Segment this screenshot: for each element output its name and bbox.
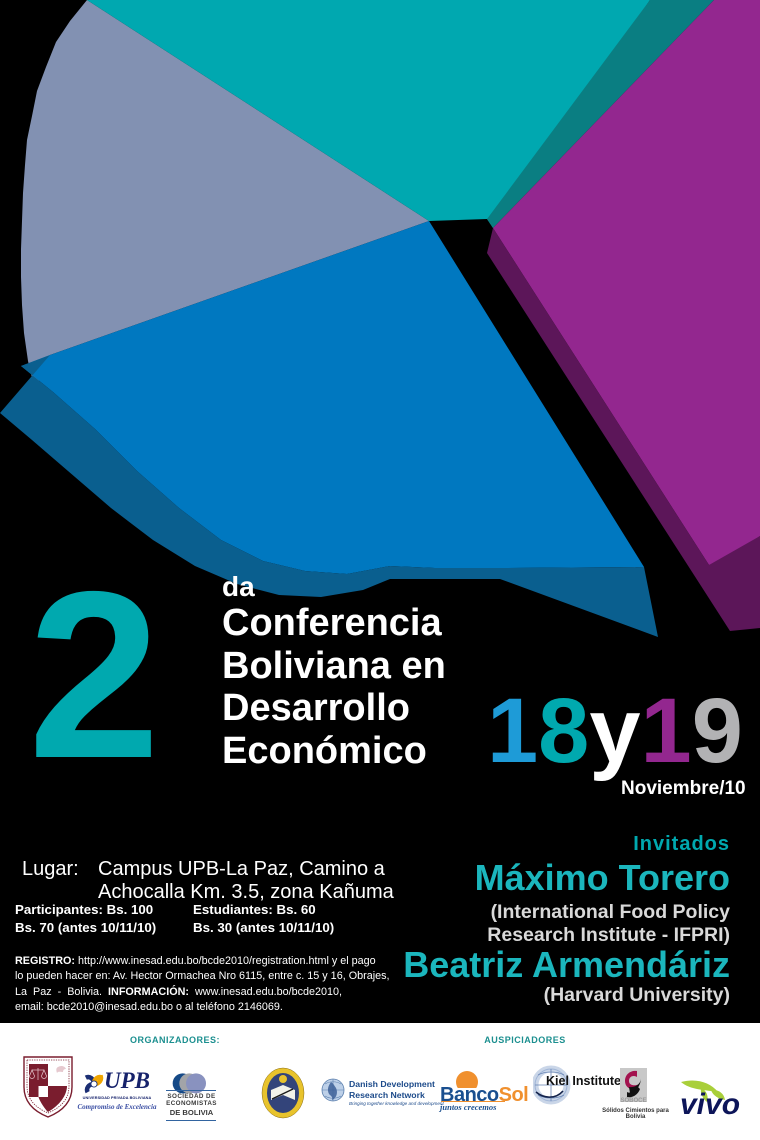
svg-text:vivo: vivo	[680, 1088, 740, 1120]
